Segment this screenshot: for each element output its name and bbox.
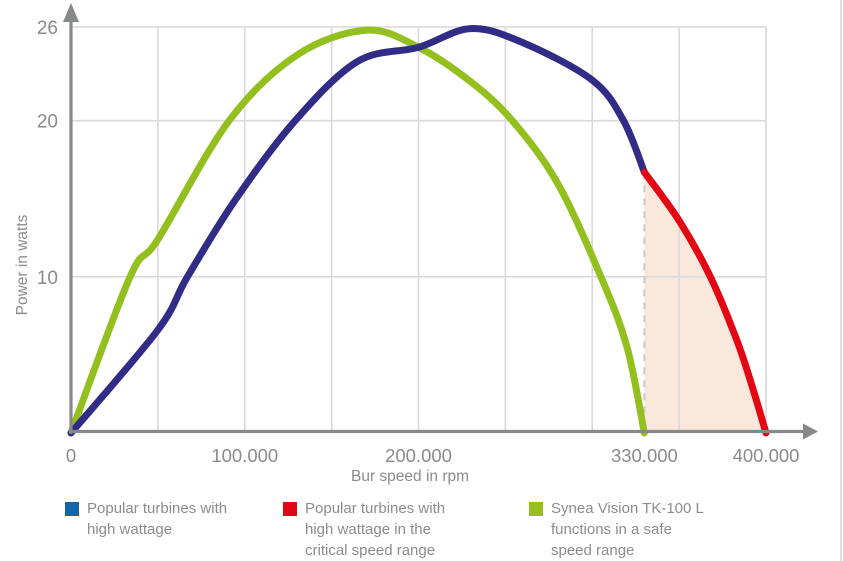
curve-critical-range — [640, 168, 770, 437]
chart-legend: Popular turbines with high wattage Popul… — [0, 498, 843, 561]
gridlines — [71, 26, 767, 433]
y-tick-label: 26 — [37, 18, 58, 39]
legend-swatch-green — [529, 502, 543, 516]
legend-label-synea-vision: Synea Vision TK-100 L functions in a saf… — [551, 500, 704, 559]
legend-item-high-wattage: Popular turbines with high wattage — [65, 498, 227, 540]
page-right-border — [840, 0, 842, 561]
curve-synea-vision — [67, 26, 648, 437]
legend-item-critical-range: Popular turbines with high wattage in th… — [283, 498, 445, 561]
x-tick-label: 100.000 — [211, 445, 278, 466]
x-tick-label: 400.000 — [733, 445, 800, 466]
legend-label-high-wattage: Popular turbines with high wattage — [87, 500, 228, 538]
x-axis-title: Bur speed in rpm — [351, 468, 469, 485]
x-axis-arrowhead — [803, 423, 818, 440]
chart-canvas: 0 100.000 200.000 330.000 400.000 10 20 26 Powe… — [14, 3, 818, 485]
curve-popular-turbines — [67, 25, 648, 437]
y-tick-label: 20 — [37, 112, 58, 133]
legend-swatch-blue — [65, 502, 79, 516]
y-tick-label: 10 — [37, 268, 58, 289]
x-tick-label: 0 — [66, 445, 76, 466]
critical-range-shaded-area — [644, 172, 766, 434]
x-tick-label: 200.000 — [385, 445, 452, 466]
y-axis-arrowhead — [63, 3, 79, 22]
legend-label-critical-range: Popular turbines with high wattage in th… — [305, 500, 446, 559]
power-curves — [67, 25, 770, 437]
legend-item-synea-vision: Synea Vision TK-100 L functions in a saf… — [529, 498, 704, 561]
critical-area-fill — [644, 172, 766, 434]
legend-swatch-red — [283, 502, 297, 516]
axes — [63, 3, 818, 440]
tick-labels: 0 100.000 200.000 330.000 400.000 10 20 26 — [37, 18, 800, 466]
y-axis-title: Power in watts — [14, 214, 31, 315]
x-tick-label: 330.000 — [611, 445, 678, 466]
